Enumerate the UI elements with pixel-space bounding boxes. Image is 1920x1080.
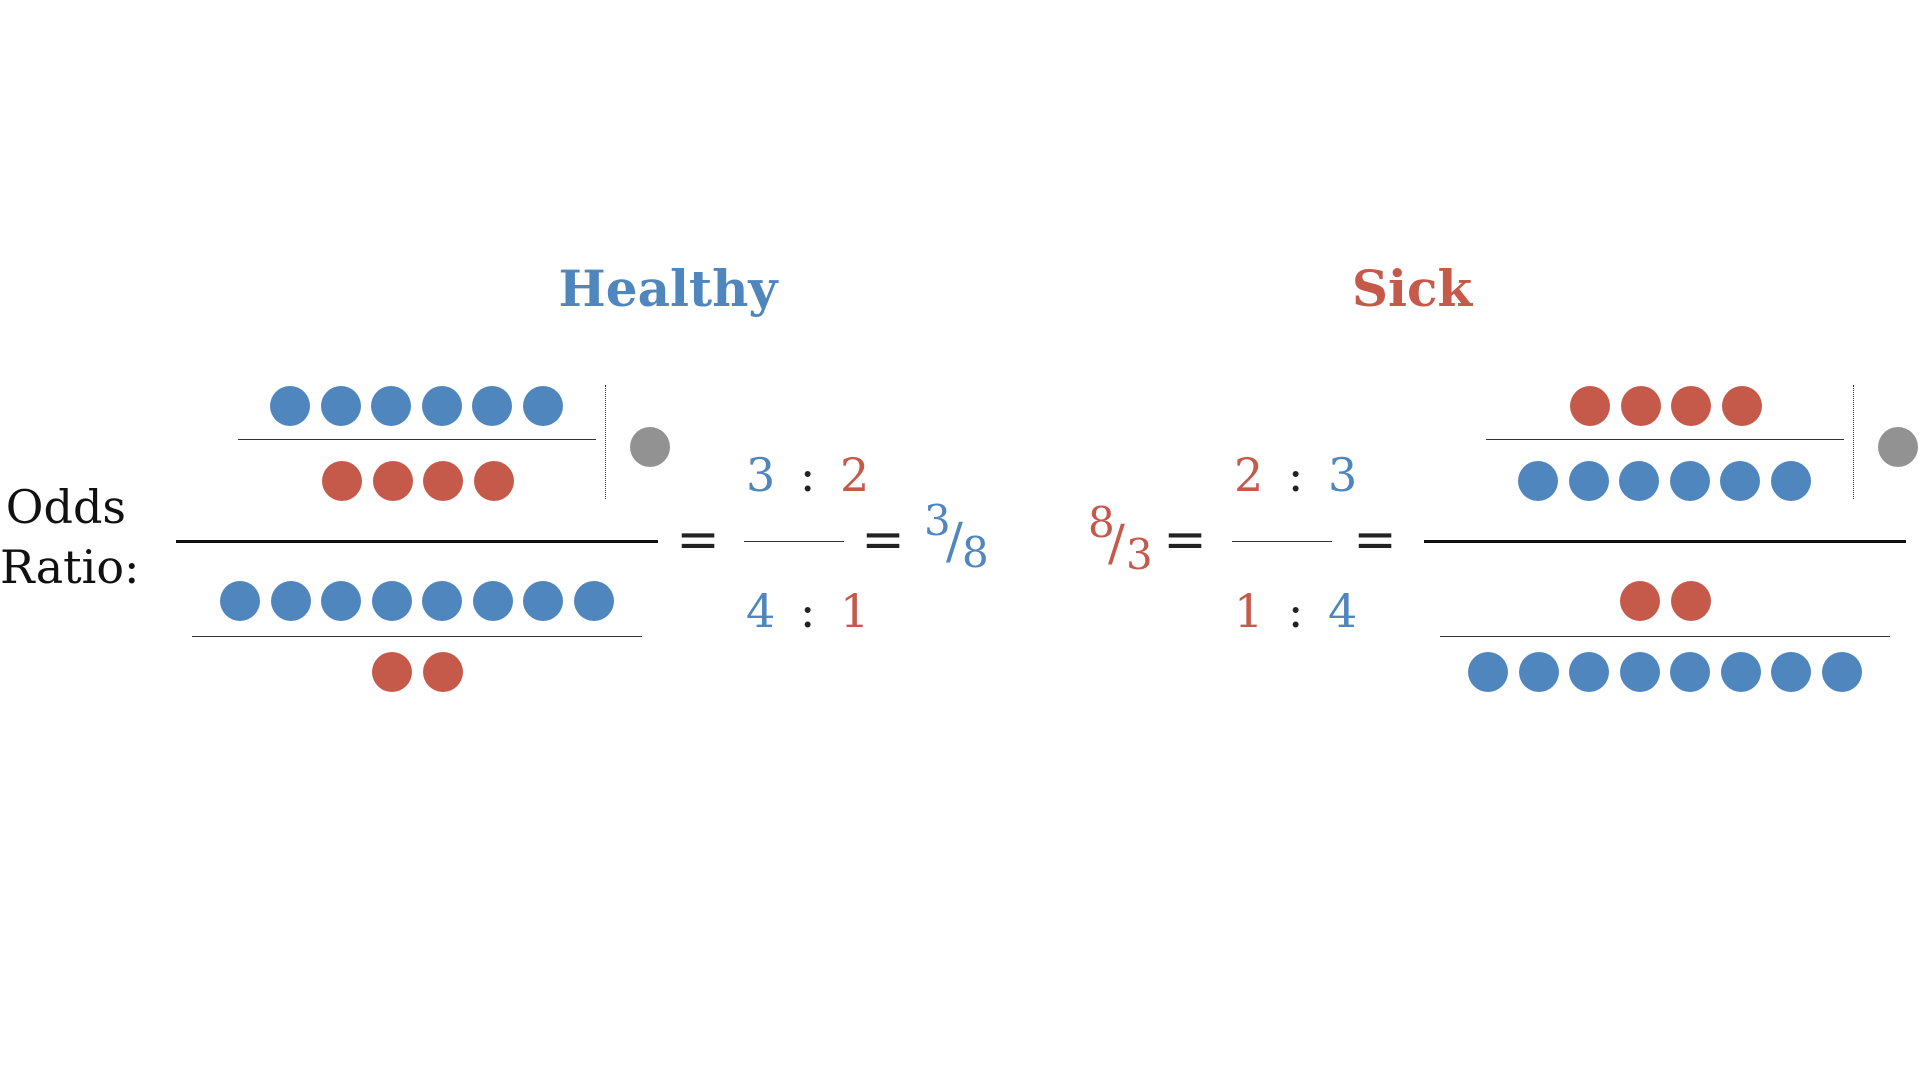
gray-dot — [630, 427, 670, 467]
healthy-ratio-top: 3 : 2 — [746, 452, 869, 498]
red-dot — [1620, 386, 1661, 426]
ratio-value: 4 — [746, 584, 776, 638]
healthy-odds1-fraction-line — [238, 439, 596, 440]
healthy-condition-bar — [605, 385, 606, 499]
equals-sign: = — [1163, 510, 1207, 570]
ratio-colon: : — [1287, 584, 1304, 638]
sick-ratio-fraction-line — [1232, 541, 1332, 542]
sick-ratio-bottom: 1 : 4 — [1234, 588, 1357, 634]
blue-dot — [472, 386, 512, 426]
blue-dot — [1569, 652, 1609, 692]
blue-dot — [421, 386, 462, 426]
sick-odds1-denominator — [1518, 461, 1811, 501]
ratio-colon: : — [799, 448, 816, 502]
blue-dot — [321, 581, 361, 621]
ratio-value: 1 — [1234, 584, 1264, 638]
sick-ratio-top: 2 : 3 — [1234, 452, 1357, 498]
healthy-odds2-numerator — [220, 581, 614, 621]
result-numerator: 3 — [924, 496, 951, 545]
sick-main-fraction-line — [1424, 540, 1906, 543]
gray-dot — [1878, 427, 1918, 467]
sick-result-fraction: 8 / 3 — [1088, 502, 1168, 582]
blue-dot — [422, 581, 462, 621]
healthy-ratio-bottom: 4 : 1 — [746, 588, 869, 634]
sick-odds2-numerator — [1620, 581, 1711, 621]
blue-dot — [573, 581, 614, 621]
blue-dot — [472, 581, 513, 621]
blue-dot — [371, 581, 412, 621]
red-dot — [1620, 581, 1660, 621]
ratio-value: 3 — [1328, 448, 1358, 502]
blue-dot — [1770, 461, 1811, 501]
blue-dot — [270, 386, 310, 426]
blue-dot — [320, 386, 361, 426]
red-dot — [1671, 386, 1711, 426]
blue-dot — [1669, 461, 1710, 501]
healthy-main-fraction-line — [176, 540, 658, 543]
result-slash: / — [946, 512, 963, 570]
ratio-value: 3 — [746, 448, 776, 502]
red-dot — [1570, 386, 1610, 426]
blue-dot — [270, 581, 311, 621]
sick-odds2-fraction-line — [1440, 636, 1890, 637]
red-dot — [1670, 581, 1711, 621]
red-dot — [1721, 386, 1762, 426]
blue-dot — [1771, 652, 1811, 692]
blue-dot — [1821, 652, 1862, 692]
blue-dot — [1518, 652, 1559, 692]
sick-odds1-fraction-line — [1486, 439, 1844, 440]
ratio-value: 4 — [1328, 584, 1358, 638]
blue-dot — [1518, 461, 1558, 501]
red-dot — [372, 461, 413, 501]
red-dot — [422, 652, 463, 692]
healthy-odds1-denominator — [322, 461, 514, 501]
blue-dot — [371, 386, 411, 426]
healthy-result-fraction: 3 / 8 — [922, 500, 1002, 580]
red-dot — [473, 461, 514, 501]
blue-dot — [522, 386, 563, 426]
equals-sign: = — [1353, 510, 1397, 570]
red-dot — [423, 461, 463, 501]
healthy-odds2-denominator — [372, 652, 463, 692]
blue-dot — [1619, 461, 1659, 501]
sick-heading: Sick — [1351, 259, 1473, 318]
healthy-odds2-fraction-line — [192, 636, 642, 637]
odds-label-line2: Ratio: — [0, 540, 140, 594]
ratio-value: 1 — [840, 584, 870, 638]
odds-ratio-label: Odds Ratio: — [0, 480, 140, 594]
blue-dot — [1568, 461, 1609, 501]
red-dot — [372, 652, 412, 692]
blue-dot — [1670, 652, 1710, 692]
sick-odds1-numerator — [1570, 386, 1762, 426]
blue-dot — [1720, 461, 1760, 501]
equals-sign: = — [676, 510, 720, 570]
result-slash: / — [1108, 514, 1125, 572]
sick-odds2-denominator — [1468, 652, 1862, 692]
ratio-value: 2 — [840, 448, 870, 502]
sick-condition-bar — [1853, 385, 1854, 499]
blue-dot — [523, 581, 563, 621]
ratio-value: 2 — [1234, 448, 1264, 502]
ratio-colon: : — [1287, 448, 1304, 502]
blue-dot — [1619, 652, 1660, 692]
ratio-colon: : — [799, 584, 816, 638]
equals-sign: = — [861, 510, 905, 570]
healthy-heading: Healthy — [558, 259, 778, 318]
result-denominator: 3 — [1126, 530, 1153, 579]
healthy-ratio-fraction-line — [744, 541, 844, 542]
odds-label-line1: Odds — [5, 480, 126, 534]
result-numerator: 8 — [1088, 498, 1115, 547]
red-dot — [322, 461, 362, 501]
blue-dot — [220, 581, 260, 621]
healthy-odds1-numerator — [270, 386, 563, 426]
blue-dot — [1720, 652, 1761, 692]
blue-dot — [1468, 652, 1508, 692]
result-denominator: 8 — [962, 528, 989, 577]
